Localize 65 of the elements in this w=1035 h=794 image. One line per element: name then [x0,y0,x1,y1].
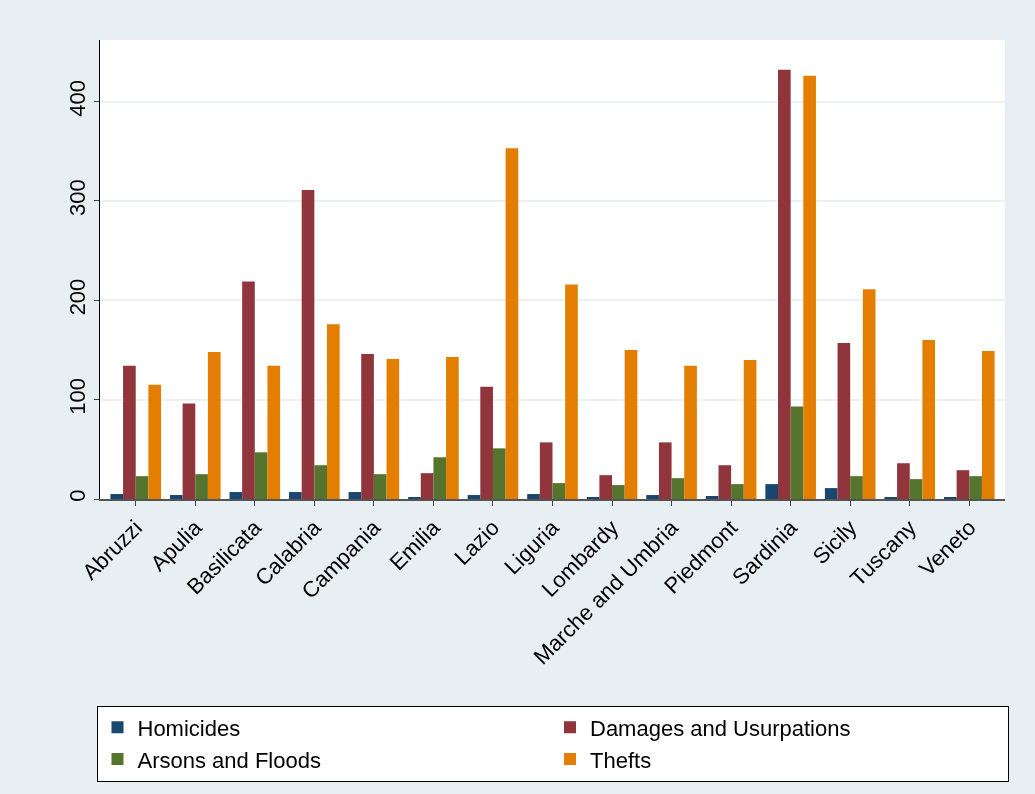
bar [837,343,851,499]
bar [492,448,506,499]
bar [267,365,281,499]
bar [624,349,638,499]
bar [289,492,302,499]
bar [731,484,744,499]
bar [765,484,779,499]
bar [612,485,625,499]
bar [182,403,196,499]
legend-label: Homicides [137,715,241,741]
bar [539,442,553,499]
bar [684,365,697,499]
bar [909,479,923,499]
bar [420,473,434,499]
bar [467,495,481,499]
bar [254,452,268,499]
bar [301,190,315,499]
y-tick-label: 300 [65,179,91,217]
bar [671,478,685,499]
bar [433,457,447,499]
bar [505,148,519,499]
bar [646,495,659,499]
y-tick-label: 200 [65,278,91,316]
bar [110,494,124,499]
bar [229,492,243,499]
bar [981,350,995,499]
bar [326,324,340,499]
bar [552,483,566,499]
bar [705,496,719,499]
bar [527,494,540,499]
bar [803,75,816,499]
bar [373,474,387,499]
bar [850,476,863,499]
bar [956,470,970,499]
bar [169,495,183,499]
bar [135,476,149,499]
bar [969,476,982,499]
bar [361,353,374,499]
bar [480,386,493,499]
bar [743,359,757,499]
legend-label: Thefts [590,747,652,773]
bar [148,384,162,499]
y-tick-label: 100 [65,377,91,415]
y-tick-label: 0 [65,489,91,502]
bar [599,475,613,499]
bar [207,351,221,499]
bar [922,340,936,499]
bar [718,465,732,499]
legend-label: Arsons and Floods [137,747,321,773]
bar [386,358,400,499]
bar [314,465,327,499]
bar [824,488,838,499]
y-tick-label: 400 [65,79,91,117]
legend-label: Damages and Usurpations [590,715,851,741]
bar [862,289,876,499]
bar [348,492,362,499]
bar [790,406,804,499]
bar [242,281,255,499]
bar [658,442,672,499]
bar [565,284,578,499]
bar [897,463,910,499]
bar [446,356,459,499]
bar [195,474,208,499]
bar [778,69,791,499]
bar [123,365,136,499]
